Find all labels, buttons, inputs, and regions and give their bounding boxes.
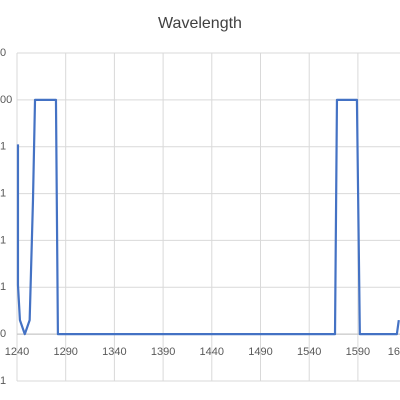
x-tick-label: 1290 [53,346,77,358]
data-line [16,98,400,336]
x-tick-label: 1340 [102,346,126,358]
y-tick-label: 1 [0,187,6,199]
x-tick-label: 1490 [248,346,272,358]
y-tick-label: 1 [0,375,6,387]
x-tick-label: 1390 [151,346,175,358]
y-tick-label: 1 [0,141,6,153]
chart-title: Wavelength [158,15,242,32]
x-tick-label: 1590 [346,346,370,358]
y-tick-label: 00 [0,94,12,106]
x-tick-label: 1440 [200,346,224,358]
x-tick-label: 1540 [297,346,321,358]
x-tick-label: 16 [388,346,400,358]
x-tick-label: 1240 [5,346,29,358]
y-tick-label: 0 [0,328,6,340]
y-tick-label: 0 [0,47,6,59]
y-tick-label: 1 [0,281,6,293]
y-tick-label: 1 [0,234,6,246]
